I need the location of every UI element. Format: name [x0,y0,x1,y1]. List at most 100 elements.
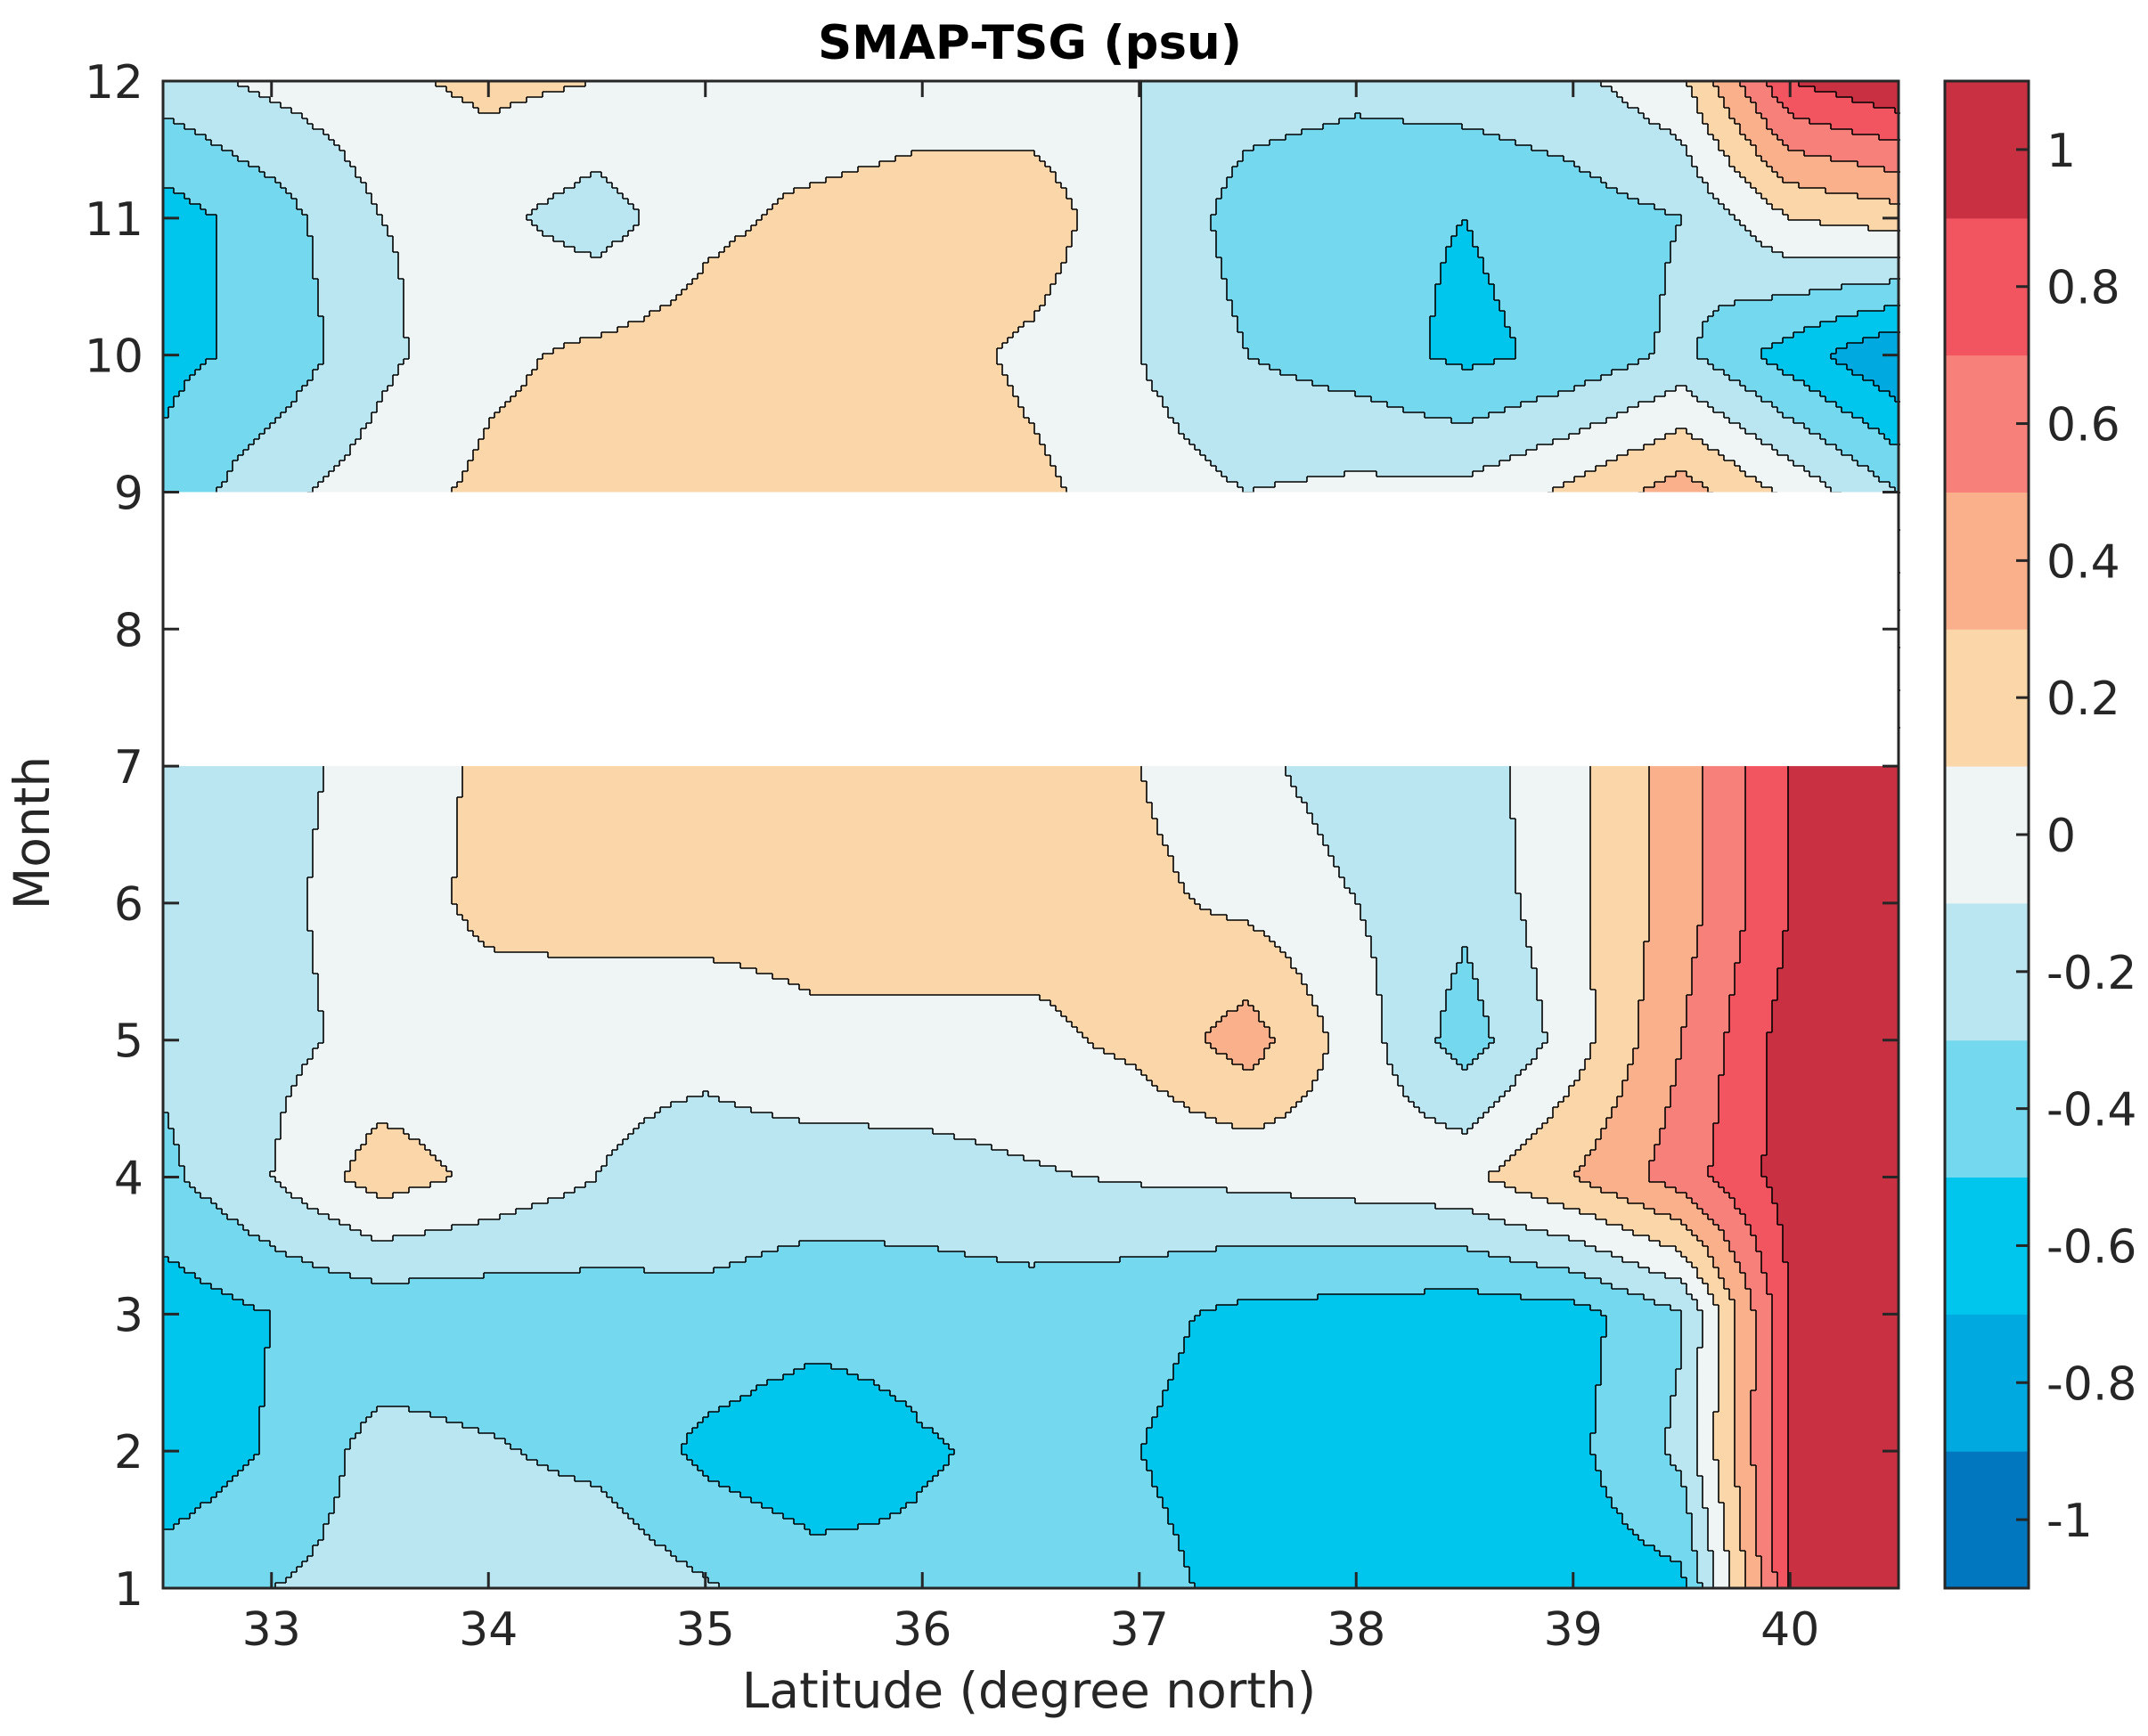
y-tick-label: 8 [114,604,143,657]
contour-cell [1040,434,1185,440]
contour-cell [1376,990,1447,996]
contour-cell [323,129,1142,135]
contour-cell [1216,1118,1276,1124]
contour-cell [1141,1182,1506,1188]
contour-cell [163,450,244,456]
contour-cell [1751,1412,1773,1418]
contour-cell [1590,813,1650,819]
contour-cell [1692,1513,1709,1520]
contour-cell [163,1022,324,1028]
contour-cell [532,370,1003,376]
contour-cell [1510,813,1591,819]
contour-cell [275,1139,367,1145]
contour-cell [163,1390,265,1397]
colorbar-tick-label: 0.8 [2046,262,2120,315]
contour-cell [564,343,1003,349]
contour-cell [644,1267,715,1274]
contour-cell [1836,92,1899,98]
contour-cell [1590,172,1698,178]
contour-cell [1687,1225,1719,1231]
contour-cell [1596,1406,1671,1413]
contour-cell [1708,1545,1725,1552]
contour-cell [1227,1187,1516,1194]
contour-cell [297,1567,693,1573]
contour-cell [1767,1102,1899,1108]
contour-cell [1360,915,1522,921]
contour-cell [601,252,720,258]
contour-cell [1628,1075,1677,1081]
contour-cell [372,1412,431,1418]
contour-cell [323,765,463,771]
contour-cell [1719,86,1746,93]
contour-cell [730,1487,923,1493]
contour-cell [1564,156,1693,162]
contour-cell [1777,1572,1789,1578]
contour-cell [1430,343,1516,349]
contour-cell [740,1492,918,1498]
contour-cell [1548,1118,1607,1124]
contour-cell [195,1273,351,1279]
contour-cell [1745,819,1789,825]
contour-cell [1735,1481,1757,1487]
contour-cell [1670,247,1773,253]
contour-cell [404,300,672,306]
contour-cell [313,252,399,258]
contour-cell [1740,1524,1757,1530]
contour-cell [1590,931,1650,937]
contour-cell [1045,444,1196,451]
contour-cell [1670,1422,1698,1429]
contour-cell [976,1139,1527,1145]
contour-cell [1580,1177,1650,1183]
contour-cell [682,1449,955,1455]
contour-cell [1681,1342,1703,1349]
contour-cell [1318,829,1516,835]
contour-cell [1777,1219,1899,1226]
contour-cell [382,220,533,226]
contour-cell [1697,1412,1714,1418]
contour-cell [1296,1102,1415,1108]
contour-cell [1141,354,1249,360]
contour-cell [1141,338,1244,344]
contour-cell [1703,1332,1719,1338]
contour-cell [452,893,1190,900]
contour-cell [1788,808,1899,814]
contour-cell [478,108,501,114]
contour-cell [163,1262,180,1268]
contour-cell [649,1535,1180,1541]
contour-cell [1793,375,1864,381]
contour-cell [1729,1572,1746,1578]
contour-cell [163,1305,255,1311]
contour-cell [1446,1048,1484,1055]
contour-cell [1665,273,1899,280]
contour-cell [265,1385,757,1391]
contour-cell [1777,974,1899,980]
contour-cell [1681,140,1719,146]
contour-cell [1745,893,1789,900]
contour-cell [1141,359,1260,365]
contour-cell [184,1166,276,1172]
contour-cell [1665,1433,1698,1439]
contour-cell [1751,1225,1784,1231]
contour-cell [163,257,217,264]
contour-cell [1697,1433,1714,1439]
contour-cell [1638,1011,1687,1017]
contour-cell [1703,893,1746,900]
contour-cell [313,124,1142,130]
colorbar-tick-label: 0.4 [2046,535,2120,589]
contour-cell [452,1225,1527,1231]
contour-cell [906,1503,1164,1509]
contour-cell [200,1278,372,1284]
contour-cell [1761,1583,1778,1589]
contour-cell [313,829,458,835]
contour-cell [1227,284,1436,290]
contour-cell [1521,1294,1645,1300]
contour-cell [607,1155,1025,1161]
contour-cell [1692,1545,1709,1552]
contour-cell [163,1444,260,1450]
contour-cell [1777,364,1848,371]
contour-cell [1152,1471,1602,1477]
contour-cell [1692,1535,1709,1541]
contour-cell [1505,322,1661,328]
contour-cell [1590,845,1650,852]
contour-cell [1735,215,1789,221]
